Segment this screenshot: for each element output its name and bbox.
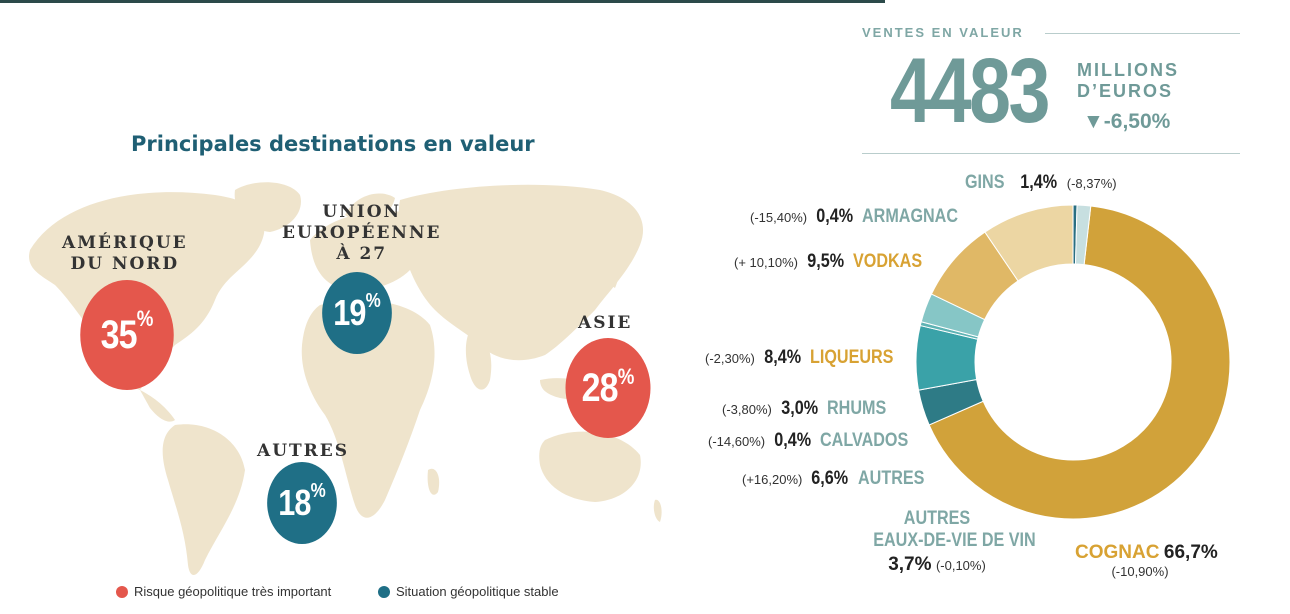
- kpi-divider-top: [1045, 33, 1240, 34]
- down-arrow-icon: ▼: [1083, 110, 1104, 133]
- slice-value: 9,5%: [807, 251, 845, 272]
- bubble-unit: %: [365, 290, 381, 312]
- slice-value: 0,4%: [816, 206, 854, 227]
- slice-change: (-2,30%): [705, 351, 755, 366]
- kpi-change-value: -6,50%: [1103, 110, 1171, 133]
- slice-label-gins: GINS 1,4% (-8,37%): [965, 172, 1123, 194]
- legend-label: Risque géopolitique très important: [134, 584, 332, 599]
- slice-value: 3,0%: [781, 398, 818, 419]
- bubble-value: 19: [333, 292, 366, 333]
- stable-dot-icon: [378, 585, 390, 598]
- slice-change: (-0,10%): [935, 558, 986, 573]
- kpi-divider-bottom: [862, 153, 1240, 154]
- slice-name: RHUMS: [827, 398, 887, 419]
- slice-value: 8,4%: [764, 347, 801, 368]
- bubble-value: 35: [100, 312, 138, 357]
- slice-label-rhums: (-3,80%) 3,0% RHUMS: [722, 398, 897, 420]
- slice-name-value-row: COGNAC 66,7%: [1075, 542, 1218, 564]
- top-rule: [0, 0, 885, 3]
- slice-name-line2: EAUX-DE-VIE DE VIN: [873, 530, 1036, 551]
- slice-name-line1: AUTRES: [903, 508, 971, 529]
- slice-name: COGNAC: [1075, 542, 1160, 563]
- legend-item-stable: Situation géopolitique stable: [378, 584, 559, 599]
- bubble-unit: %: [310, 480, 326, 502]
- slice-change: (-10,90%): [1111, 564, 1169, 579]
- region-label-others: AUTRES: [257, 441, 350, 461]
- slice-value: 3,7%: [888, 554, 932, 575]
- slice-value-row: 3,7% (-0,10%): [862, 554, 1012, 576]
- kpi-change: ▼-6,50%: [1083, 110, 1170, 134]
- bubble-asia: 28%: [565, 338, 651, 438]
- slice-label-liqueurs: (-2,30%) 8,4% LIQUEURS: [705, 347, 908, 369]
- region-label-eu27: UNION EUROPÉENNE À 27: [282, 202, 442, 264]
- slice-name: GINS: [965, 172, 1005, 193]
- slice-label-vodkas: (+ 10,10%) 9,5% VODKAS: [734, 251, 935, 273]
- region-label-asia: ASIE: [578, 313, 633, 333]
- legend-label: Situation géopolitique stable: [396, 584, 559, 599]
- kpi-value: 4483: [890, 40, 1050, 142]
- slice-change: (+16,20%): [742, 472, 803, 487]
- slice-value: 6,6%: [811, 468, 849, 489]
- bubble-value: 18: [278, 482, 311, 523]
- bubble-eu27: 19%: [322, 272, 392, 354]
- kpi-unit-line1: MILLIONS: [1077, 60, 1179, 80]
- world-map: [29, 182, 662, 576]
- bubble-value: 28: [581, 365, 619, 410]
- legend-item-risk: Risque géopolitique très important: [116, 584, 331, 599]
- donut-slice-cognac: [928, 205, 1231, 520]
- map-title: Principales destinations en valeur: [131, 132, 535, 156]
- slice-name: LIQUEURS: [810, 347, 894, 368]
- slice-name: VODKAS: [853, 251, 923, 272]
- bubble-others: 18%: [267, 462, 337, 544]
- kpi-unit: MILLIONS D’EUROS: [1077, 60, 1179, 102]
- slice-name: CALVADOS: [820, 430, 909, 451]
- slice-name: AUTRES: [857, 468, 925, 489]
- bubble-unit: %: [617, 364, 635, 389]
- slice-label-calvados: (-14,60%) 0,4% CALVADOS: [708, 430, 924, 452]
- slice-value: 1,4%: [1020, 172, 1058, 193]
- slice-label-autres-eaux-de-vie: AUTRES EAUX-DE-VIE DE VIN 3,7% (-0,10%): [862, 508, 1036, 576]
- bubble-unit: %: [136, 306, 154, 331]
- slice-name: ARMAGNAC: [862, 206, 959, 227]
- slice-label-autres: (+16,20%) 6,6% AUTRES: [742, 468, 936, 490]
- region-label-north-america: AMÉRIQUE DU NORD: [62, 233, 188, 274]
- slice-change: (+ 10,10%): [734, 255, 798, 270]
- slice-value: 66,7%: [1163, 542, 1218, 563]
- kpi-unit-line2: D’EUROS: [1077, 81, 1174, 101]
- slice-value: 0,4%: [774, 430, 812, 451]
- slice-label-armagnac: (-15,40%) 0,4% ARMAGNAC: [750, 206, 975, 228]
- slice-change: (-14,60%): [708, 434, 766, 449]
- risk-dot-icon: [116, 585, 128, 598]
- slice-change: (-3,80%): [722, 402, 772, 417]
- kpi-label: VENTES EN VALEUR: [862, 25, 1024, 40]
- bubble-north-america: 35%: [80, 280, 174, 390]
- slice-label-cognac: COGNAC 66,7% (-10,90%): [1075, 542, 1218, 579]
- slice-change: (-15,40%): [750, 210, 808, 225]
- slice-change: (-8,37%): [1066, 176, 1117, 191]
- donut-slice-gins: [1074, 204, 1092, 266]
